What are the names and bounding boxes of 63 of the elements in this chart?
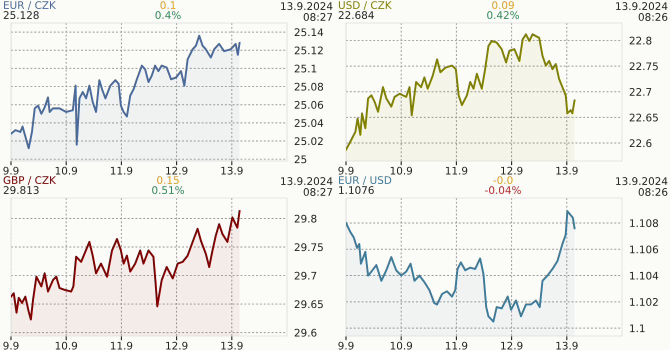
text: 0.09 bbox=[492, 1, 514, 10]
y-tick-label: 22.6 bbox=[630, 139, 652, 148]
x-tick-label: 9.9 bbox=[3, 166, 19, 175]
y-tick-label: 22.7 bbox=[630, 88, 652, 96]
y-tick-label: 29.75 bbox=[294, 243, 323, 252]
text: 1.1076 bbox=[339, 186, 374, 194]
text: 0.15 bbox=[157, 176, 179, 184]
x-tick-label: 13.9 bbox=[221, 342, 243, 350]
y-tick-label: 1.102 bbox=[630, 298, 658, 306]
y-tick-label: 25.06 bbox=[294, 100, 324, 109]
y-tick-label: 1.1 bbox=[630, 324, 645, 332]
text: -0.0 bbox=[493, 176, 512, 184]
y-tick-label: 1.106 bbox=[630, 245, 658, 254]
x-tick-label: 9.9 bbox=[3, 342, 19, 350]
text: 0.4% bbox=[155, 11, 181, 20]
y-tick-label: 25.1 bbox=[294, 64, 316, 72]
x-tick-label: 9.9 bbox=[338, 342, 354, 350]
x-tick-label: 10.9 bbox=[56, 166, 78, 175]
y-tick-label: 25.14 bbox=[294, 28, 324, 36]
y-tick-label: 29.65 bbox=[294, 300, 323, 308]
x-tick-label: 13.9 bbox=[221, 166, 243, 175]
y-tick-label: 1.108 bbox=[630, 219, 658, 228]
chart-title: EUR / USD bbox=[339, 176, 392, 185]
y-tick-label: 22.65 bbox=[630, 114, 658, 122]
y-tick-label: 25.12 bbox=[294, 46, 323, 54]
y-tick-label: 29.7 bbox=[294, 272, 316, 280]
y-tick-label: 29.8 bbox=[294, 214, 316, 223]
text: 13.9.2024 08:27 bbox=[281, 177, 332, 196]
x-tick-label: 10.9 bbox=[390, 342, 412, 350]
x-tick-label: 11.9 bbox=[110, 166, 132, 175]
text: 25.128 bbox=[4, 11, 39, 20]
text: 0.42% bbox=[487, 11, 519, 20]
x-tick-label: 13.9 bbox=[556, 342, 578, 350]
x-tick-label: 10.9 bbox=[390, 166, 412, 175]
y-tick-label: 22.75 bbox=[630, 62, 658, 70]
y-tick-label: 25.02 bbox=[294, 137, 323, 146]
x-tick-label: 12.9 bbox=[166, 166, 188, 175]
y-tick-label: 25 bbox=[294, 155, 306, 164]
x-tick-label: 12.9 bbox=[501, 342, 522, 350]
x-tick-label: 13.9 bbox=[556, 166, 578, 175]
x-tick-label: 11.9 bbox=[446, 342, 468, 350]
text: 0.51% bbox=[152, 186, 184, 194]
x-tick-label: 12.9 bbox=[166, 342, 188, 350]
x-tick-label: 12.9 bbox=[501, 166, 522, 175]
y-tick-label: 25.08 bbox=[294, 82, 324, 91]
text: 13.9.2024 08:26 bbox=[616, 2, 668, 21]
x-tick-label: 11.9 bbox=[446, 166, 468, 175]
y-tick-label: 1.104 bbox=[630, 272, 658, 280]
chart-title: EUR / CZK bbox=[4, 1, 56, 10]
x-tick-label: 10.9 bbox=[56, 342, 78, 350]
y-tick-label: 25.04 bbox=[294, 119, 324, 127]
y-tick-label: 29.6 bbox=[294, 328, 316, 337]
text: 13.9.2024 08:27 bbox=[281, 2, 332, 21]
x-tick-label: 9.9 bbox=[338, 166, 354, 175]
text: 22.684 bbox=[338, 11, 374, 20]
text: 29.813 bbox=[4, 186, 39, 194]
text: -0.04% bbox=[485, 186, 521, 194]
chart-title: USD / CZK bbox=[338, 1, 392, 10]
x-tick-label: 11.9 bbox=[110, 342, 132, 350]
text: 13.9.2024 08:26 bbox=[616, 177, 668, 196]
text: 0.1 bbox=[160, 1, 176, 10]
chart-title: GBP / CZK bbox=[4, 176, 56, 185]
y-tick-label: 22.8 bbox=[630, 36, 652, 45]
